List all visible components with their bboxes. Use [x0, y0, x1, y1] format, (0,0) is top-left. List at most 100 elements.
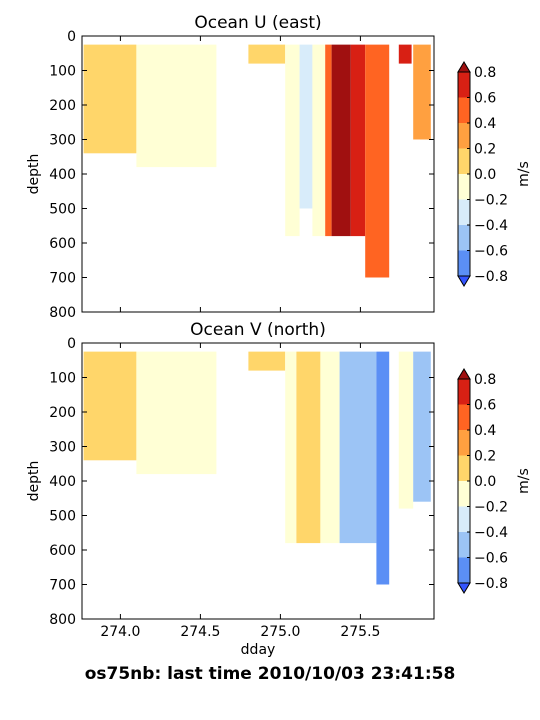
colorbar-tick-label: 0.0 — [474, 167, 496, 183]
x-axis: 274.0 274.5 275.0 275.5 — [100, 343, 380, 640]
colorbar-segment — [458, 532, 470, 558]
colorbar-segment — [458, 148, 470, 174]
y-tick-label: 0 — [67, 336, 76, 352]
y-tick-label: 800 — [49, 612, 76, 628]
y-axis-label: depth — [26, 154, 42, 195]
y-tick-label: 300 — [49, 440, 76, 456]
colorbar-tick-label: 0.6 — [474, 91, 496, 107]
contour-band — [398, 44, 412, 64]
colorbar-segment — [458, 557, 470, 583]
contour-band — [136, 351, 217, 475]
colorbar: 0.8 0.6 0.4 0.2 0.0 −0.2 −0.4 −0.6 −0.8 m/s — [457, 368, 532, 594]
y-tick-label: 400 — [49, 167, 76, 183]
x-axis-label: dday — [241, 642, 276, 658]
contour-band — [413, 44, 431, 140]
colorbar-segment — [458, 72, 470, 98]
contour-band — [296, 351, 321, 544]
colorbar-extend-max — [457, 61, 471, 73]
colorbar-unit-label: m/s — [516, 468, 532, 494]
colorbar-segment — [458, 455, 470, 481]
y-tick-label: 100 — [49, 64, 76, 80]
colorbar-tick-label: 0.2 — [474, 449, 496, 465]
plot-area — [83, 44, 431, 278]
contour-band — [83, 351, 137, 461]
colorbar-tick-label: −0.6 — [474, 244, 508, 260]
y-tick-label: 600 — [49, 543, 76, 559]
panel-title: Ocean V (north) — [190, 320, 326, 340]
colorbar-segment — [458, 481, 470, 507]
colorbar-tick-label: −0.2 — [474, 500, 508, 516]
y-axis: 0 100 200 300 400 500 600 700 800 — [49, 336, 434, 628]
colorbar-tick-label: −0.4 — [474, 218, 508, 234]
contour-band — [136, 44, 217, 168]
contour-band — [83, 44, 137, 154]
panel-ocean-v: Ocean V (north) 0 100 200 300 400 500 600 700 80… — [26, 320, 532, 658]
colorbar-segment — [458, 225, 470, 251]
y-tick-label: 500 — [49, 509, 76, 525]
contour-band — [299, 44, 313, 209]
contour-band — [331, 44, 351, 237]
colorbar-segment — [458, 506, 470, 532]
colorbar-tick-label: −0.8 — [474, 576, 508, 592]
colorbar-segment — [458, 97, 470, 123]
y-tick-label: 0 — [67, 29, 76, 45]
colorbar-segment — [458, 250, 470, 276]
contour-band — [285, 44, 300, 237]
contour-band — [320, 351, 340, 544]
colorbar-segment — [458, 174, 470, 200]
contour-band — [248, 44, 286, 64]
contour-band — [248, 351, 286, 371]
colorbar-tick-label: −0.2 — [474, 193, 508, 209]
contour-band — [376, 351, 390, 585]
panel-title: Ocean U (east) — [194, 13, 321, 33]
contour-band — [285, 351, 297, 544]
footer-status: os75nb: last time 2010/10/03 23:41:58 — [84, 664, 456, 684]
panel-ocean-u: Ocean U (east) 0 100 200 300 400 500 600 700 800… — [26, 13, 532, 321]
colorbar-segment — [458, 379, 470, 405]
colorbar-tick-label: 0.8 — [474, 65, 496, 81]
x-tick-label: 274.0 — [100, 624, 140, 640]
contour-band — [312, 44, 326, 237]
contour-band — [398, 351, 414, 509]
colorbar-extend-max — [457, 368, 471, 380]
contour-band — [413, 351, 431, 502]
colorbar-tick-label: 0.4 — [474, 423, 496, 439]
colorbar-tick-label: −0.6 — [474, 551, 508, 567]
colorbar-tick-label: 0.4 — [474, 116, 496, 132]
plot-area — [83, 351, 431, 585]
y-tick-label: 800 — [49, 305, 76, 321]
y-tick-label: 200 — [49, 405, 76, 421]
colorbar-extend-min — [457, 275, 471, 287]
contour-band — [365, 44, 390, 278]
colorbar-tick-label: −0.4 — [474, 525, 508, 541]
y-tick-label: 100 — [49, 371, 76, 387]
colorbar-tick-label: −0.8 — [474, 269, 508, 285]
y-tick-label: 400 — [49, 474, 76, 490]
colorbar-tick-label: 0.6 — [474, 398, 496, 414]
colorbar-tick-label: 0.2 — [474, 142, 496, 158]
y-tick-label: 500 — [49, 202, 76, 218]
colorbar-segment — [458, 404, 470, 430]
colorbar-segment — [458, 199, 470, 225]
colorbar-segment — [458, 430, 470, 456]
y-tick-label: 700 — [49, 271, 76, 287]
contour-band — [350, 44, 366, 237]
contour-band — [339, 351, 377, 544]
y-tick-label: 600 — [49, 236, 76, 252]
contour-band — [325, 44, 332, 237]
x-tick-label: 275.5 — [340, 624, 380, 640]
colorbar-tick-label: 0.8 — [474, 372, 496, 388]
y-tick-label: 700 — [49, 578, 76, 594]
colorbar-unit-label: m/s — [516, 161, 532, 187]
y-tick-label: 300 — [49, 133, 76, 149]
colorbar-segment — [458, 123, 470, 149]
y-tick-label: 200 — [49, 98, 76, 114]
x-tick-label: 275.0 — [260, 624, 300, 640]
x-axis — [119, 36, 361, 312]
x-tick-label: 274.5 — [180, 624, 220, 640]
colorbar: 0.8 0.6 0.4 0.2 0.0 −0.2 −0.4 −0.6 −0.8 m/s — [457, 61, 532, 287]
y-axis-label: depth — [26, 461, 42, 502]
colorbar-extend-min — [457, 582, 471, 594]
y-axis: 0 100 200 300 400 500 600 700 800 — [49, 29, 434, 321]
